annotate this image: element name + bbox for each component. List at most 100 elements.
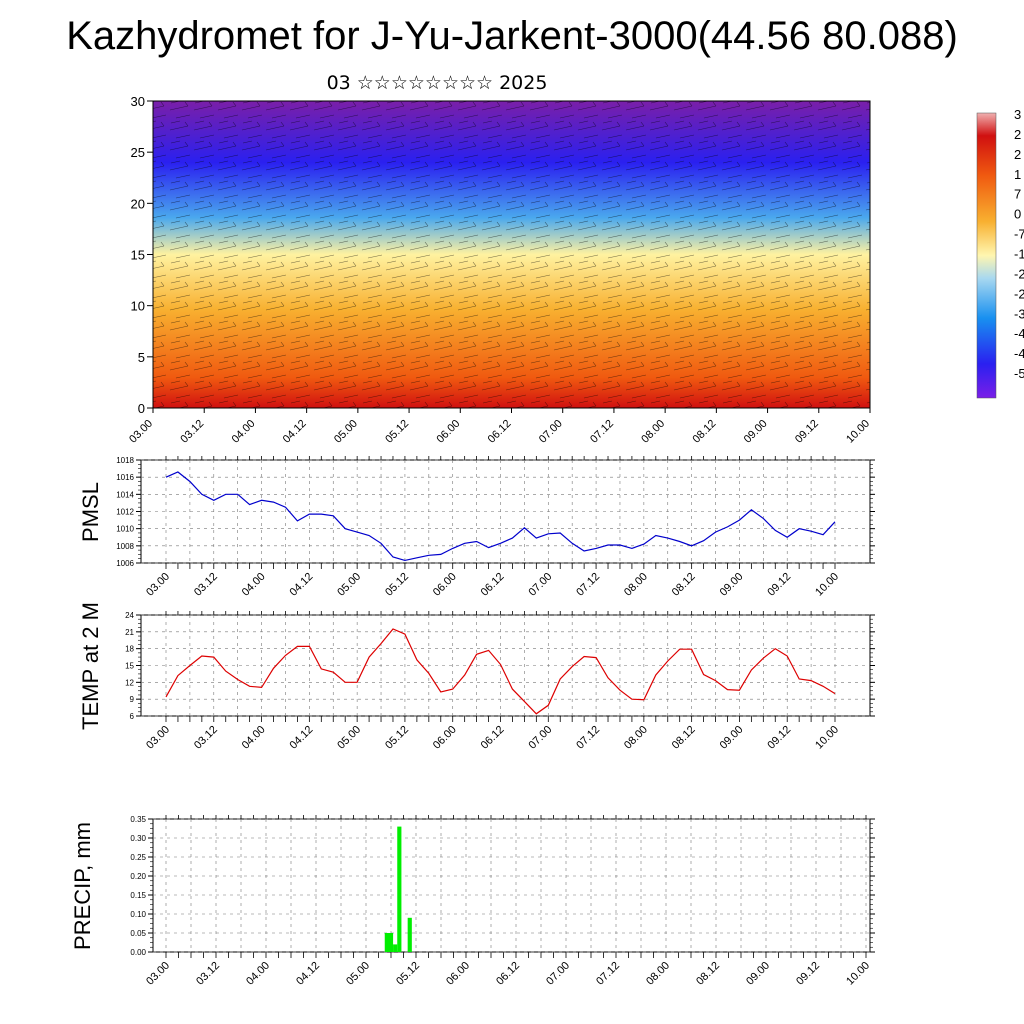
x-tick-label: 09.00 bbox=[742, 418, 770, 446]
x-tick-label: 04.12 bbox=[288, 571, 316, 599]
x-tick-label: 07.00 bbox=[526, 724, 554, 752]
colorbar-label: -5 bbox=[1014, 366, 1024, 381]
x-tick-label: 03.12 bbox=[178, 418, 206, 446]
y-tick-label: 0.25 bbox=[130, 853, 146, 862]
x-tick-label: 08.12 bbox=[691, 418, 719, 446]
colorbar-label: -1 bbox=[1014, 247, 1024, 262]
y-tick-label: 15 bbox=[131, 248, 145, 263]
x-tick-label: 04.00 bbox=[240, 571, 268, 599]
y-tick-label: 6 bbox=[130, 712, 135, 721]
x-tick-label: 07.12 bbox=[574, 571, 602, 599]
x-tick-label: 04.12 bbox=[288, 724, 316, 752]
y-tick-label: 1010 bbox=[116, 525, 134, 534]
x-tick-label: 06.00 bbox=[434, 418, 462, 446]
y-tick-label: 15 bbox=[125, 662, 134, 671]
x-tick-label: 06.00 bbox=[431, 724, 459, 752]
y-tick-label: 1012 bbox=[116, 508, 134, 517]
x-tick-label: 09.12 bbox=[765, 571, 793, 599]
x-tick-label: 07.00 bbox=[526, 571, 554, 599]
x-tick-label: 04.00 bbox=[230, 418, 258, 446]
x-tick-label: 07.12 bbox=[574, 724, 602, 752]
y-tick-label: 0 bbox=[138, 401, 145, 416]
colorbar-label: 2 bbox=[1014, 127, 1021, 142]
x-tick-label: 03.12 bbox=[194, 960, 222, 988]
x-tick-label: 08.00 bbox=[644, 960, 672, 988]
x-tick-label: 07.00 bbox=[544, 960, 572, 988]
x-tick-label: 05.12 bbox=[394, 960, 422, 988]
x-tick-label: 05.00 bbox=[335, 724, 363, 752]
colorbar-label: 0 bbox=[1014, 207, 1021, 222]
y-tick-label: 21 bbox=[125, 628, 134, 637]
panel-frame bbox=[152, 818, 871, 953]
x-tick-label: 06.12 bbox=[479, 571, 507, 599]
colorbar-label: -4 bbox=[1014, 346, 1024, 361]
y-tick-label: 30 bbox=[131, 94, 145, 109]
x-tick-label: 05.00 bbox=[332, 418, 360, 446]
x-tick-label: 10.00 bbox=[813, 724, 841, 752]
x-tick-label: 07.00 bbox=[537, 418, 565, 446]
y-tick-label: 25 bbox=[131, 145, 145, 160]
y-tick-label: 0.30 bbox=[130, 834, 146, 843]
y-tick-label: 1008 bbox=[116, 542, 134, 551]
precip-bar bbox=[407, 917, 412, 952]
x-tick-label: 08.00 bbox=[622, 724, 650, 752]
precip-bar bbox=[384, 933, 394, 952]
colorbar-label: -2 bbox=[1014, 286, 1024, 301]
colorbar-label: 7 bbox=[1014, 187, 1021, 202]
y-tick-label: 1006 bbox=[116, 559, 134, 568]
x-tick-label: 05.12 bbox=[383, 571, 411, 599]
y-tick-label: 1018 bbox=[116, 456, 134, 465]
y-axis-label: PRECIP, mm bbox=[70, 822, 95, 950]
x-tick-label: 03.12 bbox=[192, 571, 220, 599]
x-tick-label: 03.00 bbox=[127, 418, 155, 446]
x-tick-label: 05.12 bbox=[383, 724, 411, 752]
x-tick-label: 09.00 bbox=[744, 960, 772, 988]
wind-barbs bbox=[153, 101, 870, 408]
x-tick-label: 10.00 bbox=[844, 960, 872, 988]
x-tick-label: 05.00 bbox=[344, 960, 372, 988]
colorbar-label: 2 bbox=[1014, 147, 1021, 162]
x-tick-label: 06.12 bbox=[494, 960, 522, 988]
x-tick-label: 08.12 bbox=[670, 724, 698, 752]
y-tick-label: 20 bbox=[131, 196, 145, 211]
y-tick-label: 1016 bbox=[116, 473, 134, 482]
x-tick-label: 06.00 bbox=[444, 960, 472, 988]
y-tick-label: 5 bbox=[138, 350, 145, 365]
y-tick-label: 0.05 bbox=[130, 929, 146, 938]
colorbar-label: -4 bbox=[1014, 326, 1024, 341]
colorbar-label: -2 bbox=[1014, 266, 1024, 281]
colorbar-label: 1 bbox=[1014, 167, 1021, 182]
x-tick-label: 03.00 bbox=[144, 571, 172, 599]
temp-line bbox=[165, 628, 836, 715]
x-tick-label: 08.12 bbox=[694, 960, 722, 988]
y-tick-label: 0.35 bbox=[130, 815, 146, 824]
x-tick-label: 07.12 bbox=[594, 960, 622, 988]
x-tick-label: 08.12 bbox=[670, 571, 698, 599]
x-tick-label: 06.12 bbox=[479, 724, 507, 752]
y-tick-label: 12 bbox=[125, 678, 134, 687]
y-axis-label: TEMP at 2 M bbox=[78, 602, 103, 730]
x-tick-label: 09.00 bbox=[718, 724, 746, 752]
y-tick-label: 24 bbox=[125, 611, 134, 620]
x-tick-label: 04.00 bbox=[240, 724, 268, 752]
y-axis-label: PMSL bbox=[78, 482, 103, 542]
y-tick-label: 9 bbox=[130, 695, 135, 704]
colorbar-label: 3 bbox=[1014, 107, 1021, 122]
y-tick-label: 1014 bbox=[116, 490, 134, 499]
x-tick-label: 04.12 bbox=[281, 418, 309, 446]
y-tick-label: 0.15 bbox=[130, 891, 146, 900]
colorbar-label: -7 bbox=[1014, 227, 1024, 242]
chart-title: Kazhydromet for J-Yu-Jarkent-3000(44.56 … bbox=[66, 14, 958, 58]
x-tick-label: 05.00 bbox=[335, 571, 363, 599]
y-tick-label: 0.10 bbox=[130, 910, 146, 919]
y-tick-label: 18 bbox=[125, 645, 134, 654]
chart-subtitle: 03 ☆☆☆☆☆☆☆☆ 2025 bbox=[326, 72, 548, 94]
y-tick-label: 10 bbox=[131, 299, 145, 314]
x-tick-label: 03.12 bbox=[192, 724, 220, 752]
x-tick-label: 09.12 bbox=[793, 418, 821, 446]
x-tick-label: 09.12 bbox=[765, 724, 793, 752]
y-tick-label: 0.20 bbox=[130, 872, 146, 881]
colorbar-label: -3 bbox=[1014, 306, 1024, 321]
colorbar bbox=[976, 112, 997, 399]
